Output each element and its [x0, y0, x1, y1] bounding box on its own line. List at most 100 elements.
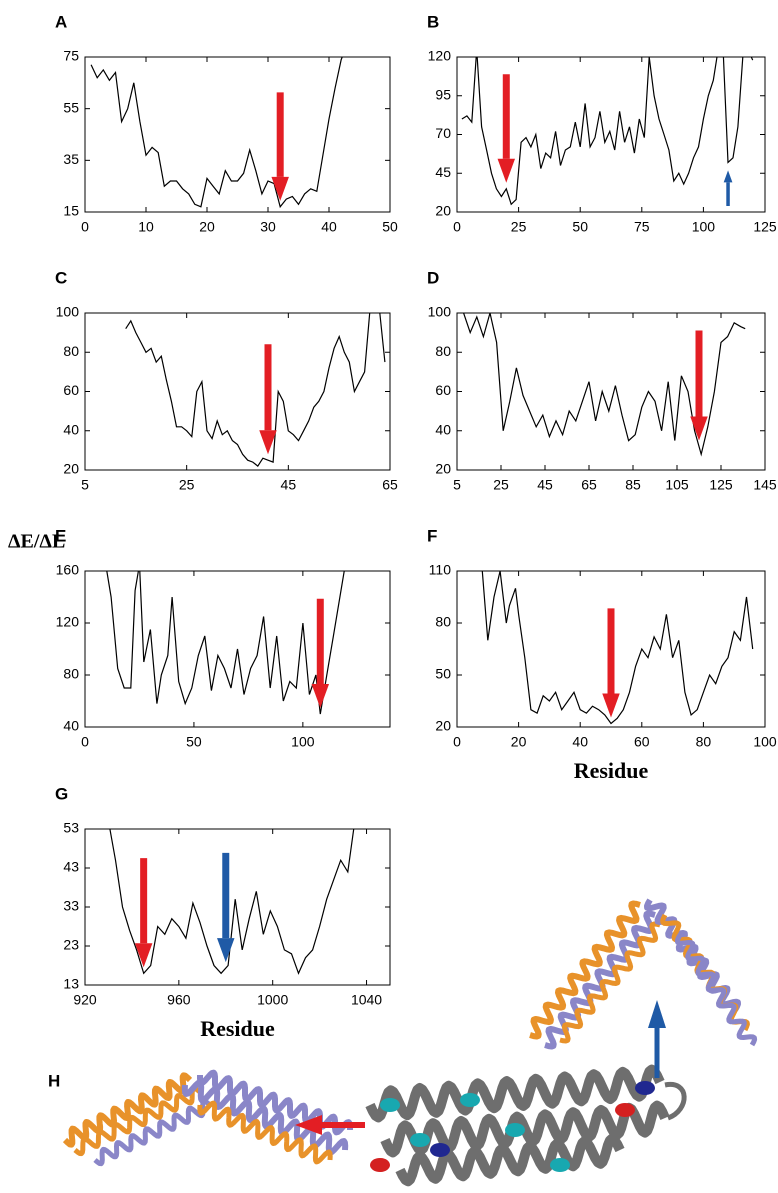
- residue: [615, 1103, 635, 1117]
- data-line: [109, 829, 362, 975]
- data-line: [461, 57, 754, 206]
- y-tick-label: 55: [63, 99, 79, 115]
- residue: [430, 1143, 450, 1157]
- y-tick-label: 160: [56, 562, 80, 578]
- x-tick-label: 100: [291, 734, 315, 750]
- y-tick-label: 43: [63, 859, 79, 875]
- y-tick-label: 100: [428, 304, 452, 320]
- panel-label: A: [55, 12, 67, 31]
- x-tick-label: 10: [138, 219, 154, 235]
- y-tick-label: 20: [435, 461, 451, 477]
- y-tick-label: 23: [63, 937, 79, 953]
- x-tick-label: 40: [321, 219, 337, 235]
- x-tick-label: 65: [382, 477, 398, 493]
- y-tick-label: 35: [63, 151, 79, 167]
- y-tick-label: 75: [63, 48, 79, 64]
- x-tick-label: 105: [665, 477, 689, 493]
- arrow-head: [497, 158, 516, 183]
- arrow-head: [295, 1115, 322, 1135]
- helix: [395, 1133, 625, 1187]
- x-tick-label: 5: [81, 477, 89, 493]
- plot-frame: [84, 56, 391, 213]
- chart-panel: E 40 80 120 160 0 50 100: [55, 526, 391, 750]
- protein-structures: [62, 898, 758, 1187]
- x-tick-label: 45: [537, 477, 553, 493]
- plot-frame: [84, 570, 391, 728]
- x-tick-label: 125: [709, 477, 733, 493]
- y-tick-label: 13: [63, 976, 79, 992]
- y-tick-label: 20: [435, 718, 451, 734]
- y-tick-label: 20: [435, 203, 451, 219]
- x-tick-label: 0: [81, 219, 89, 235]
- plot-frame: [456, 312, 766, 471]
- helix: [380, 1100, 670, 1158]
- arrow-head: [259, 430, 277, 455]
- x-tick-label: 0: [453, 219, 461, 235]
- residue: [505, 1123, 525, 1137]
- x-tick-label: 25: [179, 477, 195, 493]
- helix: [365, 1064, 665, 1123]
- residue: [410, 1133, 430, 1147]
- arrow-head: [311, 684, 330, 708]
- x-tick-label: 920: [73, 992, 97, 1008]
- arrow-head: [217, 938, 235, 963]
- data-line: [481, 571, 754, 725]
- x-tick-label: 45: [281, 477, 297, 493]
- panel-label: E: [55, 526, 66, 545]
- helix: [93, 1098, 212, 1167]
- x-tick-label: 30: [260, 219, 276, 235]
- data-line: [125, 313, 386, 467]
- x-tick-label: 0: [453, 734, 461, 750]
- y-tick-label: 45: [435, 164, 451, 180]
- y-tick-label: 70: [435, 125, 451, 141]
- x-tick-label: 0: [81, 734, 89, 750]
- panel-label: G: [55, 784, 68, 803]
- chart-panel: D 20 40 60 80 100 5 25 45 65 85 105 125 145: [427, 268, 777, 492]
- y-tick-label: 100: [56, 304, 80, 320]
- arrow-head: [134, 943, 153, 968]
- arrow: [723, 170, 733, 206]
- x-tick-label: 145: [753, 477, 777, 493]
- chart-panel: G 13 23 33 43 53 920 960 1000 1040 Residue: [55, 784, 391, 1041]
- x-axis-label: Residue: [200, 1016, 275, 1041]
- arrow: [497, 74, 516, 183]
- panel-label: C: [55, 268, 67, 287]
- arrow: [311, 598, 330, 708]
- x-tick-label: 100: [753, 734, 777, 750]
- helix: [559, 921, 661, 1044]
- x-tick-label: 960: [167, 992, 191, 1008]
- arrow: [217, 852, 235, 963]
- y-tick-label: 110: [429, 562, 452, 578]
- y-tick-label: 80: [435, 614, 451, 630]
- arrow-head: [271, 176, 289, 201]
- data-line: [463, 313, 746, 457]
- x-tick-label: 25: [493, 477, 509, 493]
- y-tick-label: 15: [63, 203, 79, 219]
- x-tick-label: 20: [511, 734, 527, 750]
- x-tick-label: 20: [199, 219, 215, 235]
- x-tick-label: 100: [692, 219, 716, 235]
- data-line: [90, 57, 343, 209]
- x-tick-label: 1040: [351, 992, 382, 1008]
- y-tick-label: 120: [428, 48, 452, 64]
- helix: [674, 933, 758, 1047]
- x-tick-label: 50: [572, 219, 588, 235]
- residue: [550, 1158, 570, 1172]
- y-tick-label: 40: [63, 718, 79, 734]
- residue: [380, 1098, 400, 1112]
- chart-panel: C 20 40 60 80 100 5 25 45 65: [55, 268, 398, 492]
- y-tick-label: 20: [63, 461, 79, 477]
- arrow: [602, 608, 620, 718]
- x-tick-label: 50: [186, 734, 202, 750]
- panel-label: D: [427, 268, 439, 287]
- x-tick-label: 65: [581, 477, 597, 493]
- x-tick-label: 1000: [257, 992, 288, 1008]
- arrow-head: [648, 1000, 666, 1028]
- residue: [370, 1158, 390, 1172]
- x-axis-label: Residue: [574, 758, 649, 783]
- x-tick-label: 5: [453, 477, 461, 493]
- arrow-head: [602, 693, 620, 718]
- residue: [460, 1093, 480, 1107]
